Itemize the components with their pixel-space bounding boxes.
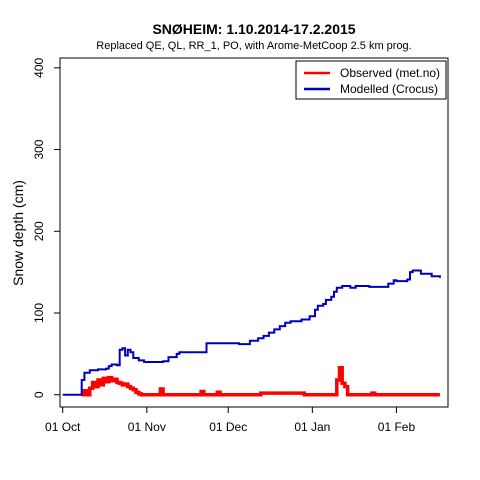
x-tick-label: 01 Jan xyxy=(294,420,330,434)
plot-area: 01 Oct 01 Nov 01 Dec 01 Jan 01 Feb 0 100 200 300… xyxy=(32,57,449,434)
y-axis-label: Snow depth (cm) xyxy=(10,180,26,286)
chart-subtitle: Replaced QE, QL, RR_1, PO, with Arome-Me… xyxy=(96,40,411,52)
y-tick-label: 200 xyxy=(32,221,46,241)
y-tick-label: 400 xyxy=(32,57,46,77)
x-tick-label: 01 Feb xyxy=(378,420,416,434)
legend-label-modelled: Modelled (Crocus) xyxy=(340,82,438,96)
plot-frame xyxy=(59,57,449,408)
chart-title: SNØHEIM: 1.10.2014-17.2.2015 xyxy=(152,21,355,37)
x-tick-label: 01 Oct xyxy=(45,420,81,434)
x-tick-label: 01 Nov xyxy=(128,420,166,434)
y-tick-label: 300 xyxy=(32,139,46,159)
y-tick-label: 0 xyxy=(32,391,46,398)
x-tick-label: 01 Dec xyxy=(209,420,247,434)
legend-label-observed: Observed (met.no) xyxy=(340,66,440,80)
y-tick-label: 100 xyxy=(32,303,46,323)
series-line-observed xyxy=(81,366,440,397)
series-line-modelled xyxy=(62,269,441,396)
legend: Observed (met.no) Modelled (Crocus) xyxy=(295,60,447,100)
legend-box xyxy=(295,60,447,100)
